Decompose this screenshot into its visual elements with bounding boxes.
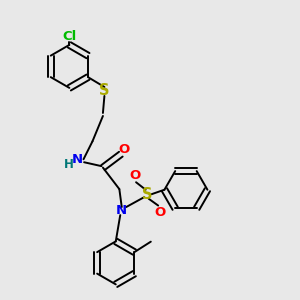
Text: H: H [64, 158, 74, 171]
Text: Cl: Cl [62, 30, 76, 43]
Text: S: S [99, 83, 110, 98]
Text: O: O [118, 143, 130, 156]
Text: N: N [116, 204, 127, 217]
Text: O: O [129, 169, 140, 182]
Text: O: O [154, 206, 165, 219]
Text: S: S [142, 187, 152, 202]
Text: N: N [72, 153, 83, 166]
